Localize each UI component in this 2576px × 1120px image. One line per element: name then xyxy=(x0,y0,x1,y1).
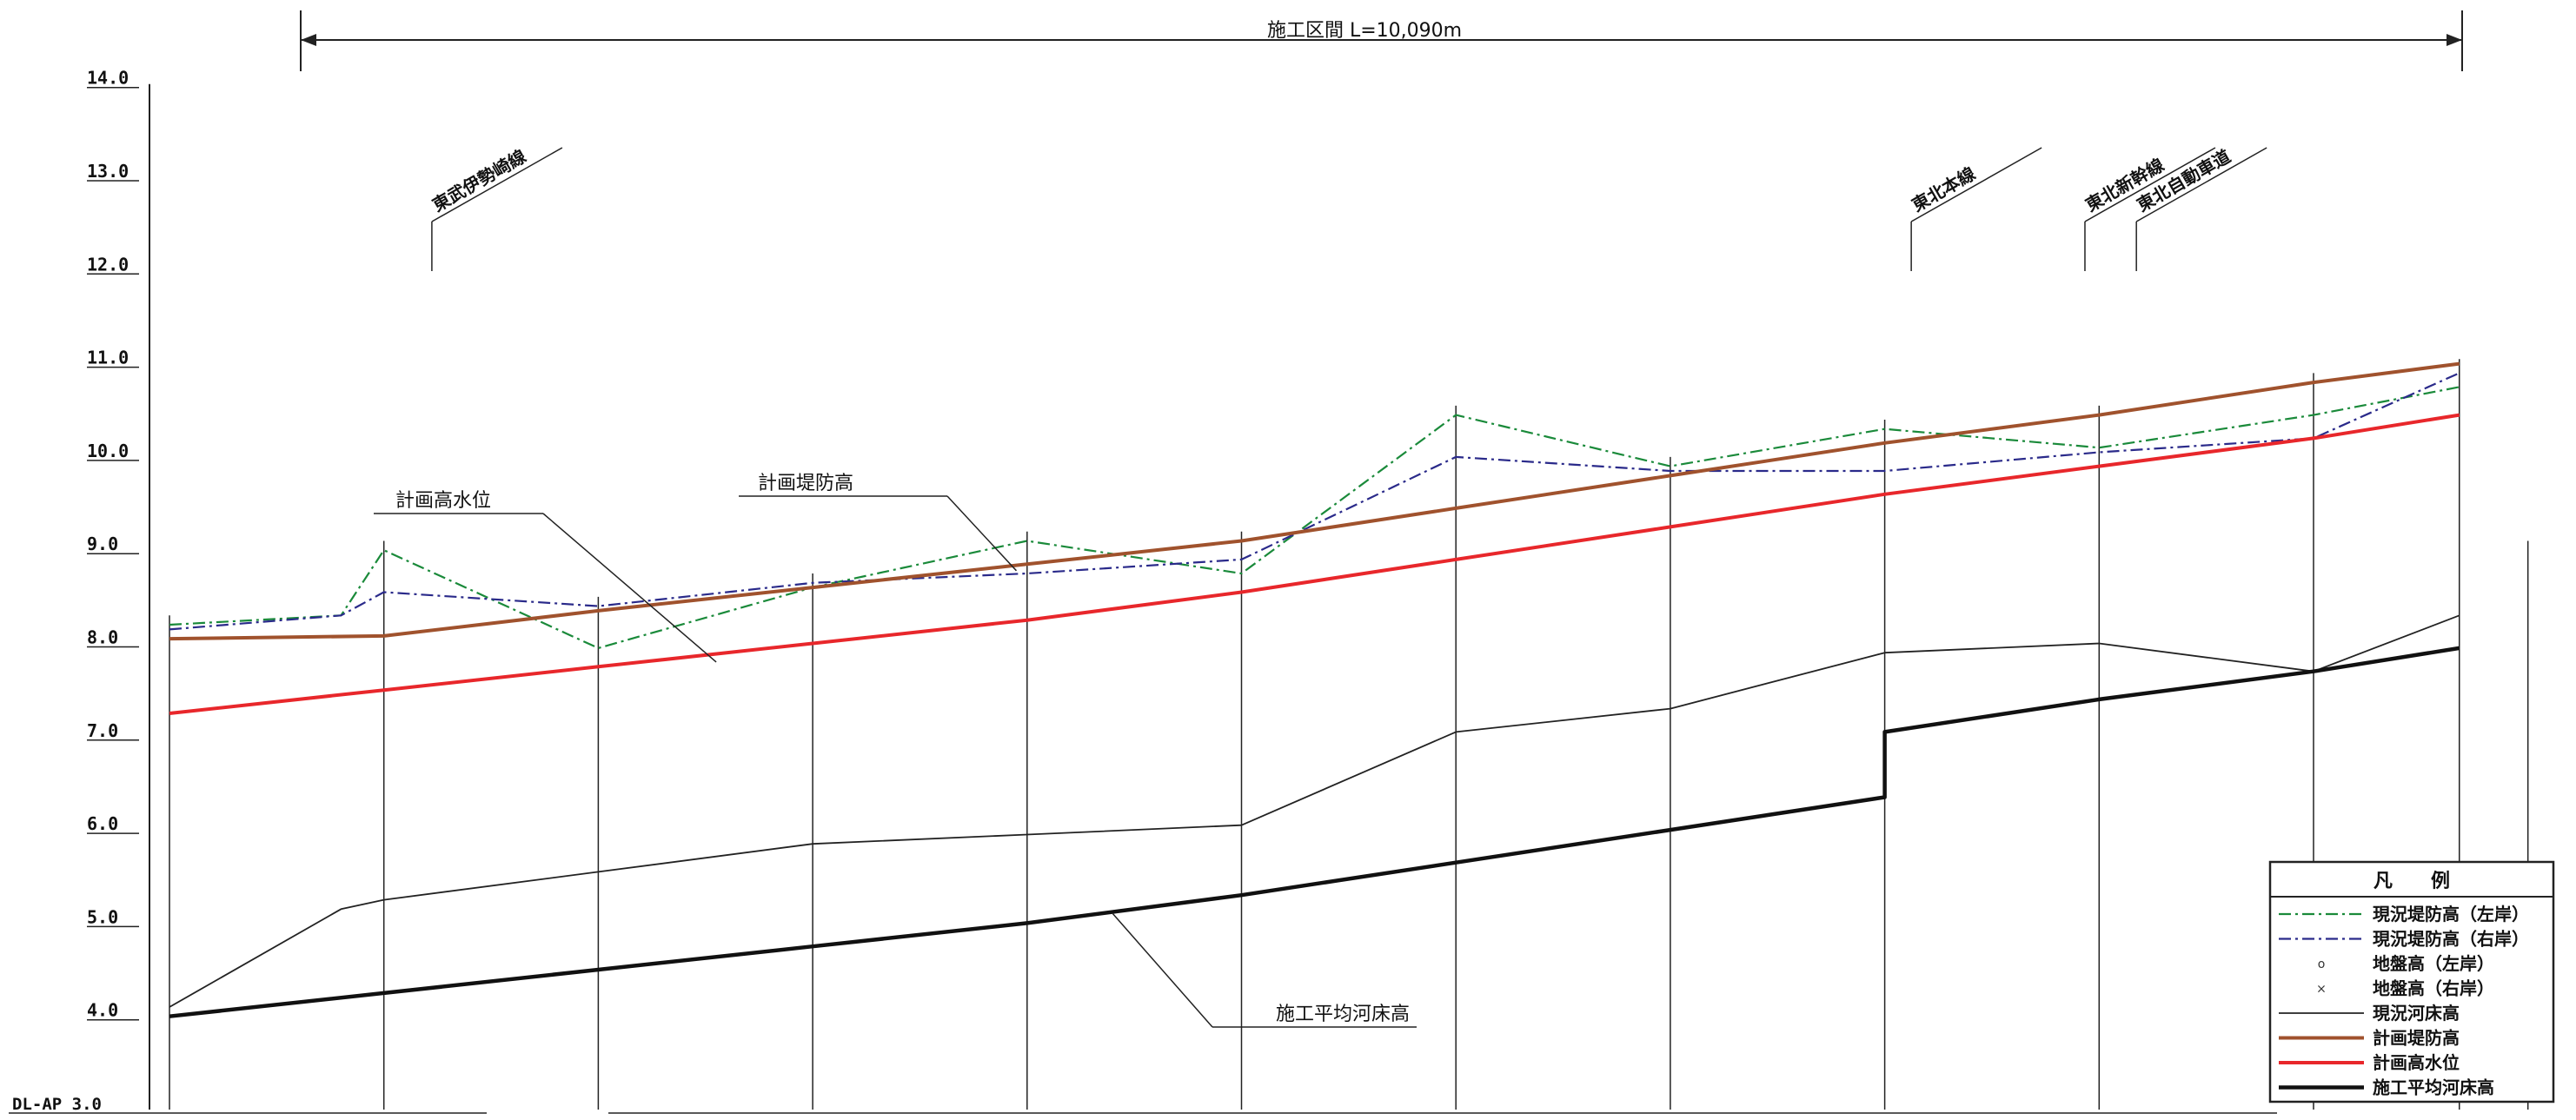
construction-span: 施工区間 L=10,090m xyxy=(300,10,2463,71)
y-tick-label: 13.0 xyxy=(87,161,129,182)
annotation-label: 計画堤防高 xyxy=(758,473,853,494)
railway-label: 東北本線 xyxy=(1909,147,2042,271)
legend-item: 計画高水位 xyxy=(2279,1052,2460,1073)
span-arrow-right xyxy=(2447,34,2462,46)
y-tick-label: 5.0 xyxy=(87,906,118,927)
legend-item: 現況堤防高（左岸） xyxy=(2279,904,2529,924)
legend-title: 凡 例 xyxy=(2374,871,2450,892)
railway-label: 東武伊勢崎線 xyxy=(428,146,563,271)
legend-label: 施工平均河床高 xyxy=(2373,1077,2494,1098)
legend-item: 計画堤防高 xyxy=(2279,1028,2460,1049)
station-lines xyxy=(169,359,2529,1110)
y-tick-label: 8.0 xyxy=(87,627,118,648)
y-tick-label: 6.0 xyxy=(87,813,118,834)
y-tick-label: 9.0 xyxy=(87,533,118,554)
annotation: 計画高水位 xyxy=(374,490,717,663)
y-tick-label: 4.0 xyxy=(87,1000,118,1021)
legend-marker: × xyxy=(2316,983,2327,997)
legend-label: 地盤高（右岸） xyxy=(2373,978,2494,999)
legend-label: 現況堤防高（右岸） xyxy=(2373,929,2529,950)
railway-leader-slant xyxy=(1910,147,2042,222)
y-axis: 14.0 13.0 12.0 11.0 10.0 9.0 8.0 7.0 6.0 5.0 4.0 DL… xyxy=(9,68,2277,1114)
railway-leader-slant xyxy=(2084,147,2216,222)
railway-name: 東武伊勢崎線 xyxy=(428,146,529,216)
annotation-leader xyxy=(542,513,717,663)
section-span-label: 施工区間 L=10,090m xyxy=(1267,20,1462,42)
series-line xyxy=(169,413,2460,715)
datum-label: DL-AP 3.0 xyxy=(12,1095,102,1114)
annotation-label: 計画高水位 xyxy=(395,490,491,512)
legend-label: 現況堤防高（左岸） xyxy=(2373,904,2529,924)
y-tick-label: 10.0 xyxy=(87,441,129,461)
y-tick-label: 12.0 xyxy=(87,254,129,275)
legend-item: × 地盤高（右岸） xyxy=(2316,978,2494,999)
series-line xyxy=(169,386,2460,650)
legend-marker: o xyxy=(2318,958,2326,971)
annotation: 施工平均河床高 xyxy=(1112,913,1417,1028)
legend-item: o 地盤高（左岸） xyxy=(2318,953,2494,974)
railway-leader-slant xyxy=(2135,147,2267,222)
legend-label: 地盤高（左岸） xyxy=(2373,953,2494,974)
series-line xyxy=(169,614,2460,1008)
legend-item: 施工平均河床高 xyxy=(2279,1077,2494,1098)
span-arrow-left xyxy=(301,34,316,46)
annotation-leader xyxy=(1112,913,1213,1028)
series-line xyxy=(169,646,2460,1018)
y-tick-label: 11.0 xyxy=(87,348,129,368)
annotation: 計画堤防高 xyxy=(739,473,1018,572)
legend-label: 現況河床高 xyxy=(2373,1003,2460,1024)
railway-leader-slant xyxy=(431,147,563,222)
annotation-label: 施工平均河床高 xyxy=(1276,1004,1410,1025)
legend-item: 現況河床高 xyxy=(2279,1003,2460,1024)
legend-item: 現況堤防高（右岸） xyxy=(2279,929,2529,950)
series-line xyxy=(169,361,2460,641)
legend-label: 計画高水位 xyxy=(2373,1052,2460,1073)
series-line xyxy=(169,372,2460,631)
legend-label: 計画堤防高 xyxy=(2373,1028,2460,1049)
annotation-leader xyxy=(946,495,1018,572)
y-tick-label: 7.0 xyxy=(87,720,118,741)
series-lines xyxy=(169,361,2460,1018)
y-tick-label: 14.0 xyxy=(87,68,129,89)
